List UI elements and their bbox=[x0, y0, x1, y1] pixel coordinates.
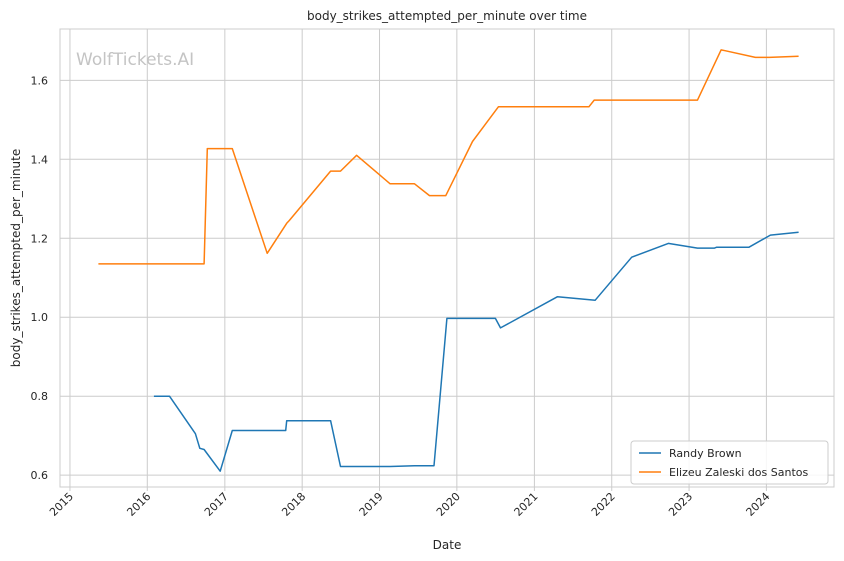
x-tick-label: 2021 bbox=[512, 490, 541, 519]
legend-frame bbox=[630, 440, 829, 485]
x-tick-label: 2015 bbox=[47, 490, 76, 519]
y-axis-ticks: 0.6 0.8 1.0 1.2 1.4 1.6 bbox=[31, 74, 49, 482]
x-tick-label: 2016 bbox=[124, 490, 153, 519]
series-line bbox=[98, 49, 799, 265]
chart-title: body_strikes_attempted_per_minute over t… bbox=[307, 9, 587, 23]
x-tick-label: 2018 bbox=[279, 490, 308, 519]
legend-label: Elizeu Zaleski dos Santos bbox=[669, 466, 809, 479]
y-tick-label: 0.6 bbox=[31, 469, 49, 482]
x-tick-label: 2019 bbox=[357, 490, 386, 519]
x-tick-label: 2020 bbox=[434, 490, 463, 519]
grid bbox=[60, 29, 834, 487]
x-axis-ticks: 2015 2016 2017 2018 2019 2020 2021 2022 2023 2024 bbox=[47, 487, 773, 519]
y-tick-label: 1.2 bbox=[31, 232, 49, 245]
series-line bbox=[153, 231, 799, 472]
watermark-text: WolfTickets.AI bbox=[76, 50, 194, 70]
x-tick-label: 2024 bbox=[744, 490, 773, 519]
y-tick-label: 1.6 bbox=[31, 74, 49, 87]
y-tick-label: 1.0 bbox=[31, 311, 49, 324]
x-axis-label: Date bbox=[433, 538, 462, 552]
legend-label: Randy Brown bbox=[669, 447, 742, 460]
y-axis-label: body_strikes_attempted_per_minute bbox=[9, 149, 23, 367]
plot-area-frame bbox=[59, 28, 835, 488]
y-tick-label: 1.4 bbox=[31, 153, 49, 166]
legend: Randy Brown Elizeu Zaleski dos Santos bbox=[630, 440, 829, 485]
x-tick-label: 2017 bbox=[202, 490, 231, 519]
series-lines bbox=[98, 49, 799, 472]
x-tick-label: 2023 bbox=[666, 490, 695, 519]
x-tick-label: 2022 bbox=[589, 490, 618, 519]
y-tick-label: 0.8 bbox=[31, 390, 49, 403]
